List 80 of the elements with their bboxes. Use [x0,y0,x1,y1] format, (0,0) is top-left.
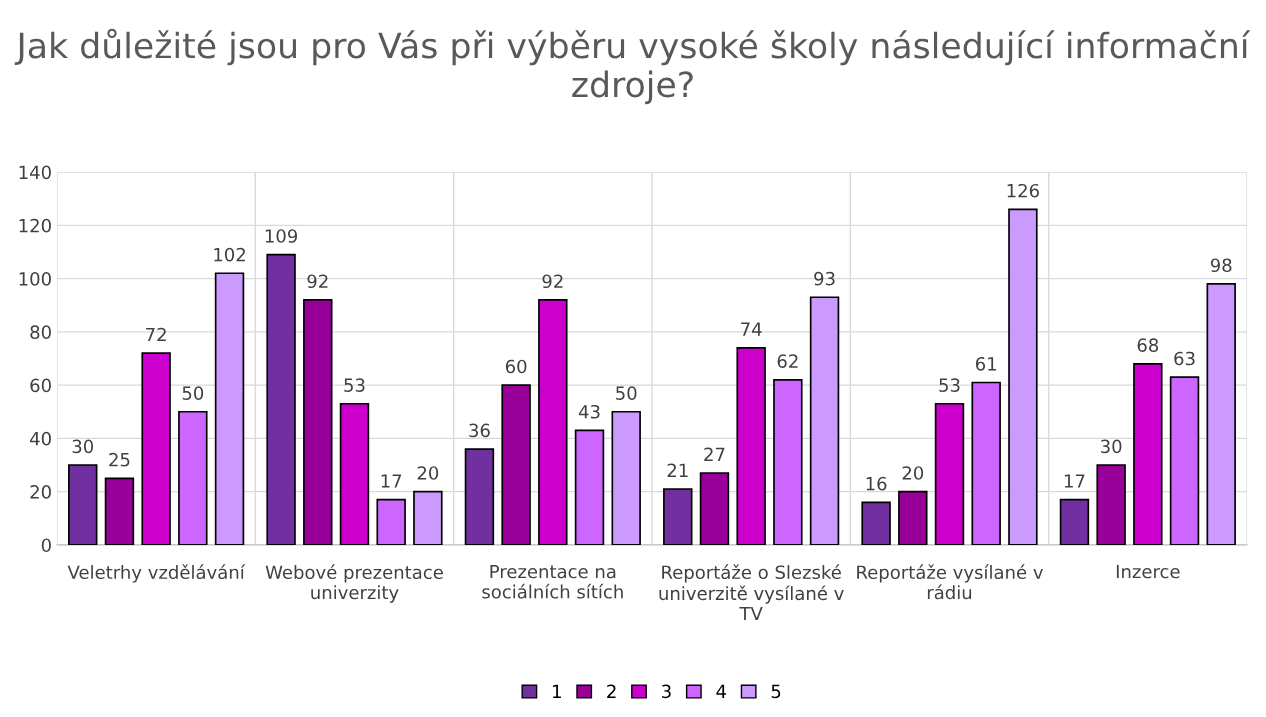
y-tick-label: 120 [19,218,51,233]
data-label: 109 [265,229,298,243]
data-label: 93 [814,271,835,286]
bar [266,253,296,545]
x-tick-label: Veletrhy vzdělávání [67,564,246,583]
bar [501,384,531,545]
bar [574,429,605,545]
data-label: 72 [146,327,166,342]
bar [141,352,171,545]
data-label: 17 [1064,474,1085,488]
data-label: 50 [616,386,637,400]
legend-label: 1 [553,684,561,698]
bar [1133,362,1163,545]
bar [376,498,406,545]
bar [736,347,766,545]
data-label: 53 [939,378,960,392]
bar [538,299,568,545]
legend-label: 2 [607,684,616,698]
data-label: 21 [667,463,688,477]
data-label: 17 [381,474,402,488]
data-label: 62 [777,354,798,368]
y-tick-label: 0 [41,538,51,553]
x-tick-label: Reportáže o Slezské univerzitě vysílané v TV [659,564,844,621]
x-tick-label: Webové prezentace univerzity [265,564,443,603]
data-label: 53 [344,378,365,392]
y-tick-label: 40 [30,431,51,446]
data-label: 36 [469,423,490,438]
bar [1059,498,1090,545]
y-tick-label: 100 [19,272,51,286]
data-label: 30 [72,439,94,454]
data-label: 68 [1137,338,1159,352]
data-label: 102 [214,247,245,262]
data-label: 92 [307,274,328,289]
data-label: 16 [866,476,887,491]
bar [934,402,965,545]
data-label: 43 [578,404,600,419]
bar [971,381,1001,545]
bar [898,490,928,545]
data-label: 74 [741,322,762,336]
bar [663,488,693,545]
bar [809,296,840,545]
y-tick-label: 140 [19,165,51,180]
bar [214,272,245,545]
bar [104,477,135,545]
bar [1008,208,1038,545]
x-tick-label: Inzerce [1116,564,1180,579]
data-label: 60 [505,359,527,374]
legend-label: 5 [771,684,781,699]
bar [699,472,730,545]
x-tick-label: Prezentace na sociálních sítích [482,564,623,599]
data-label: 30 [1101,439,1122,454]
y-tick-label: 60 [30,378,51,393]
data-label: 61 [975,356,997,371]
bar [1096,464,1126,545]
data-label: 92 [542,274,563,289]
chart-title: Jak důležité jsou pro Vás při výběru vysoké školy následující informační zdroje? [14,28,1251,105]
bar [1169,376,1200,545]
bar [178,410,208,545]
bar [413,490,443,545]
bar [339,402,370,545]
bar [861,501,891,545]
data-label: 20 [417,466,439,480]
x-tick-label: Reportáže vysílané v rádiu [857,564,1044,600]
data-label: 98 [1210,258,1232,273]
bar [464,448,495,545]
y-tick-label: 20 [30,485,51,499]
bar [611,410,641,545]
data-label: 63 [1174,351,1195,366]
bar [68,464,98,545]
data-label: 25 [109,452,130,467]
data-label: 50 [182,386,204,400]
data-label: 126 [1007,183,1039,198]
bar [1206,283,1236,545]
legend-label: 4 [716,684,726,698]
bar [303,299,333,545]
bar [773,378,803,545]
legend-label: 3 [662,684,671,699]
data-label: 20 [902,466,924,480]
data-label: 27 [704,447,725,461]
y-tick-label: 80 [30,325,51,339]
